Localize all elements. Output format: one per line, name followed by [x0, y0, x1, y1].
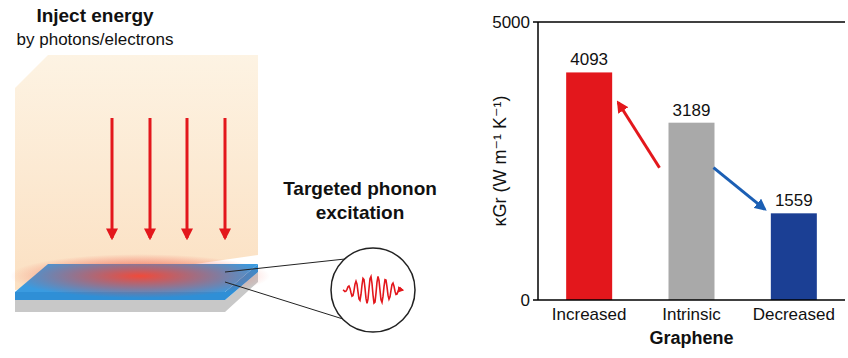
zoom-circle [331, 248, 415, 332]
energy-arrow [186, 118, 189, 238]
y-tick [533, 21, 538, 23]
x-tick-label: Intrinsic [662, 305, 721, 324]
data-label: 1559 [775, 191, 813, 210]
y-tick-label: 5000 [492, 13, 530, 32]
phonon-wave [343, 277, 403, 304]
y-tick-label: 0 [521, 291, 530, 310]
y-tick [533, 299, 538, 301]
x-axis-title: Graphene [649, 328, 733, 348]
bar [566, 72, 612, 300]
frame-top [538, 21, 845, 23]
zoom-line [225, 282, 343, 319]
label-line: Targeted phonon [283, 178, 437, 199]
excitation-glow [10, 254, 270, 298]
diagram-label: Targeted phonon excitation [283, 178, 437, 223]
x-tick-label: Increased [552, 305, 627, 324]
y-axis-title: κGr (W m⁻¹ K⁻¹) [490, 96, 510, 227]
y-axis [537, 22, 539, 300]
diagram-subtitle: by photons/electrons [17, 30, 174, 49]
bar [669, 123, 715, 300]
data-label: 3189 [673, 101, 711, 120]
increase-arrow [618, 102, 659, 167]
bars [566, 72, 817, 300]
decrease-arrow [714, 168, 765, 210]
diagram-title: Inject energy [36, 5, 154, 26]
energy-arrow [149, 118, 152, 238]
energy-arrow [111, 118, 114, 238]
x-tick-label: Decreased [753, 305, 835, 324]
data-label: 4093 [570, 50, 608, 69]
figure: Inject energy by photons/electrons Targete… [0, 0, 848, 358]
energy-arrow [224, 118, 227, 238]
label-line: excitation [316, 202, 405, 223]
zoom-line [225, 259, 345, 272]
bar [771, 213, 817, 300]
x-axis [538, 299, 845, 301]
